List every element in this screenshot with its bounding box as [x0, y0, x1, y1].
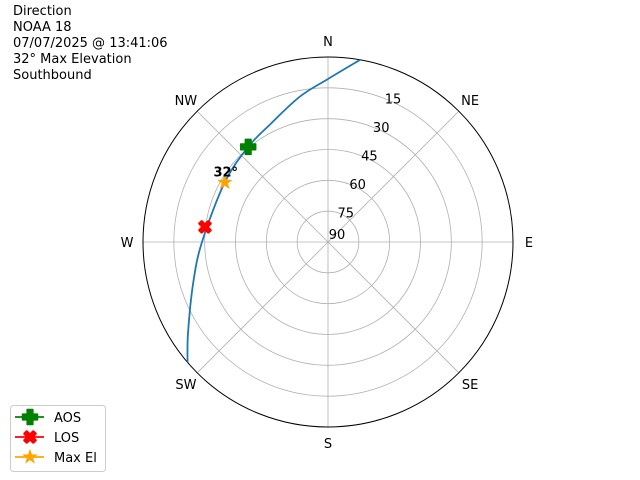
los-marker [198, 220, 212, 234]
direction-label: SW [175, 378, 196, 393]
outer-circle [142, 56, 514, 428]
legend-max-el-icon [22, 448, 38, 464]
legend-label: LOS [54, 431, 79, 446]
los-marker-stroke [198, 220, 212, 234]
direction-label: S [324, 437, 332, 452]
direction-label: E [525, 236, 533, 251]
legend-label: AOS [54, 411, 81, 426]
radial-tick-label: 90 [329, 228, 346, 243]
radial-tick-label: 75 [338, 207, 355, 222]
direction-label: W [121, 236, 134, 251]
radial-tick-label: 45 [361, 150, 378, 165]
grid-spoke [196, 241, 329, 374]
title-line: Southbound [13, 68, 92, 83]
title-line: Direction [13, 4, 72, 19]
radial-tick-label: 60 [349, 178, 366, 193]
title-line: 07/07/2025 @ 13:41:06 [13, 36, 168, 51]
legend-los-icon-stroke [23, 430, 37, 444]
title-line: NOAA 18 [13, 20, 72, 35]
satellite-track [186, 59, 361, 363]
direction-label: SE [462, 378, 478, 393]
legend-label: Max El [54, 451, 97, 466]
max-elevation-annotation: 32° [213, 165, 238, 180]
direction-label: NW [175, 94, 198, 109]
legend-los-icon [23, 430, 37, 444]
radial-tick-label: 30 [373, 121, 390, 136]
grid-spoke [327, 110, 460, 243]
direction-label: N [323, 35, 333, 50]
direction-label: NE [461, 94, 479, 109]
title-line: 32° Max Elevation [13, 52, 132, 67]
max-el-marker [216, 174, 233, 190]
grid-spoke [327, 241, 460, 374]
grid-spoke [196, 110, 329, 243]
chart-title: Direction NOAA 18 07/07/2025 @ 13:41:06 … [13, 4, 168, 84]
aos-marker [239, 138, 257, 156]
radial-tick-label: 15 [385, 93, 402, 108]
legend-aos-icon [21, 408, 39, 426]
